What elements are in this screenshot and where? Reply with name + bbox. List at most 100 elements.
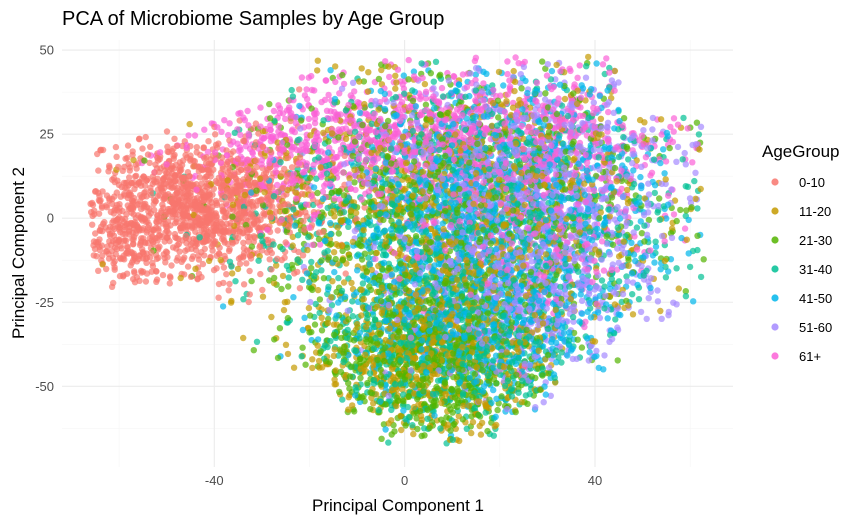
data-point <box>296 86 302 92</box>
data-point <box>289 128 295 134</box>
data-point <box>478 431 484 437</box>
data-point <box>605 109 611 115</box>
data-point <box>335 275 341 281</box>
data-point <box>577 62 583 68</box>
data-point <box>251 347 257 353</box>
data-point <box>686 250 692 256</box>
data-point <box>304 247 310 253</box>
data-point <box>460 71 466 77</box>
data-point <box>164 128 170 134</box>
data-point <box>477 423 483 429</box>
data-point <box>685 125 691 131</box>
data-point <box>235 266 241 272</box>
data-point <box>226 281 232 287</box>
data-point <box>698 124 704 130</box>
data-point <box>495 114 501 120</box>
data-point <box>299 345 305 351</box>
data-point <box>91 252 97 258</box>
data-point <box>607 251 613 257</box>
data-point <box>331 353 337 359</box>
data-point <box>271 336 277 342</box>
data-point <box>413 103 419 109</box>
data-point <box>143 134 149 140</box>
data-point <box>357 110 363 116</box>
data-point <box>346 385 352 391</box>
data-point <box>226 248 232 254</box>
data-point <box>637 117 643 123</box>
data-point <box>240 296 246 302</box>
data-point <box>671 211 677 217</box>
data-point <box>228 298 234 304</box>
data-point <box>125 142 131 148</box>
data-point <box>303 86 309 92</box>
data-point <box>504 58 510 64</box>
data-point <box>343 270 349 276</box>
data-point <box>302 362 308 368</box>
data-point <box>652 239 658 245</box>
data-point <box>260 294 266 300</box>
data-point <box>527 253 533 259</box>
data-point <box>216 245 222 251</box>
data-point <box>439 85 445 91</box>
data-point <box>422 81 428 87</box>
data-point <box>324 108 330 114</box>
data-point <box>579 298 585 304</box>
data-point <box>689 159 695 165</box>
data-point <box>154 276 160 282</box>
data-point <box>280 273 286 279</box>
data-point <box>541 399 547 405</box>
data-point <box>600 61 606 67</box>
data-point <box>312 321 318 327</box>
data-point <box>247 291 253 297</box>
data-point <box>433 59 439 65</box>
data-point <box>317 241 323 247</box>
data-point <box>337 324 343 330</box>
data-point <box>327 338 333 344</box>
data-point <box>319 327 325 333</box>
data-point <box>243 260 249 266</box>
data-point <box>299 353 305 359</box>
data-point <box>139 145 145 151</box>
data-point <box>290 294 296 300</box>
data-point <box>309 356 315 362</box>
data-point <box>430 85 436 91</box>
data-point <box>331 269 337 275</box>
data-point <box>511 68 517 74</box>
data-point <box>297 285 303 291</box>
data-point <box>221 264 227 270</box>
data-point <box>346 394 352 400</box>
data-point <box>638 309 644 315</box>
data-point <box>185 132 191 138</box>
data-point <box>539 58 545 64</box>
data-point <box>215 295 221 301</box>
data-point <box>306 305 312 311</box>
data-point <box>128 262 134 268</box>
data-point <box>652 182 658 188</box>
data-point <box>675 122 681 128</box>
data-point <box>598 116 604 122</box>
data-point <box>160 272 166 278</box>
data-point <box>658 266 664 272</box>
data-point <box>290 242 296 248</box>
data-point <box>213 265 219 271</box>
data-point <box>95 268 101 274</box>
data-point <box>691 178 697 184</box>
data-point <box>325 138 331 144</box>
data-point <box>168 262 174 268</box>
data-point <box>346 175 352 181</box>
data-point <box>311 184 317 190</box>
data-point <box>246 268 252 274</box>
data-point <box>410 431 416 437</box>
data-point <box>647 285 653 291</box>
data-point <box>665 193 671 199</box>
data-point <box>657 308 663 314</box>
data-point <box>268 314 274 320</box>
data-point <box>306 116 312 122</box>
data-point <box>667 124 673 130</box>
data-point <box>385 439 391 445</box>
data-point <box>583 75 589 81</box>
data-point <box>124 271 130 277</box>
data-point <box>682 225 688 231</box>
